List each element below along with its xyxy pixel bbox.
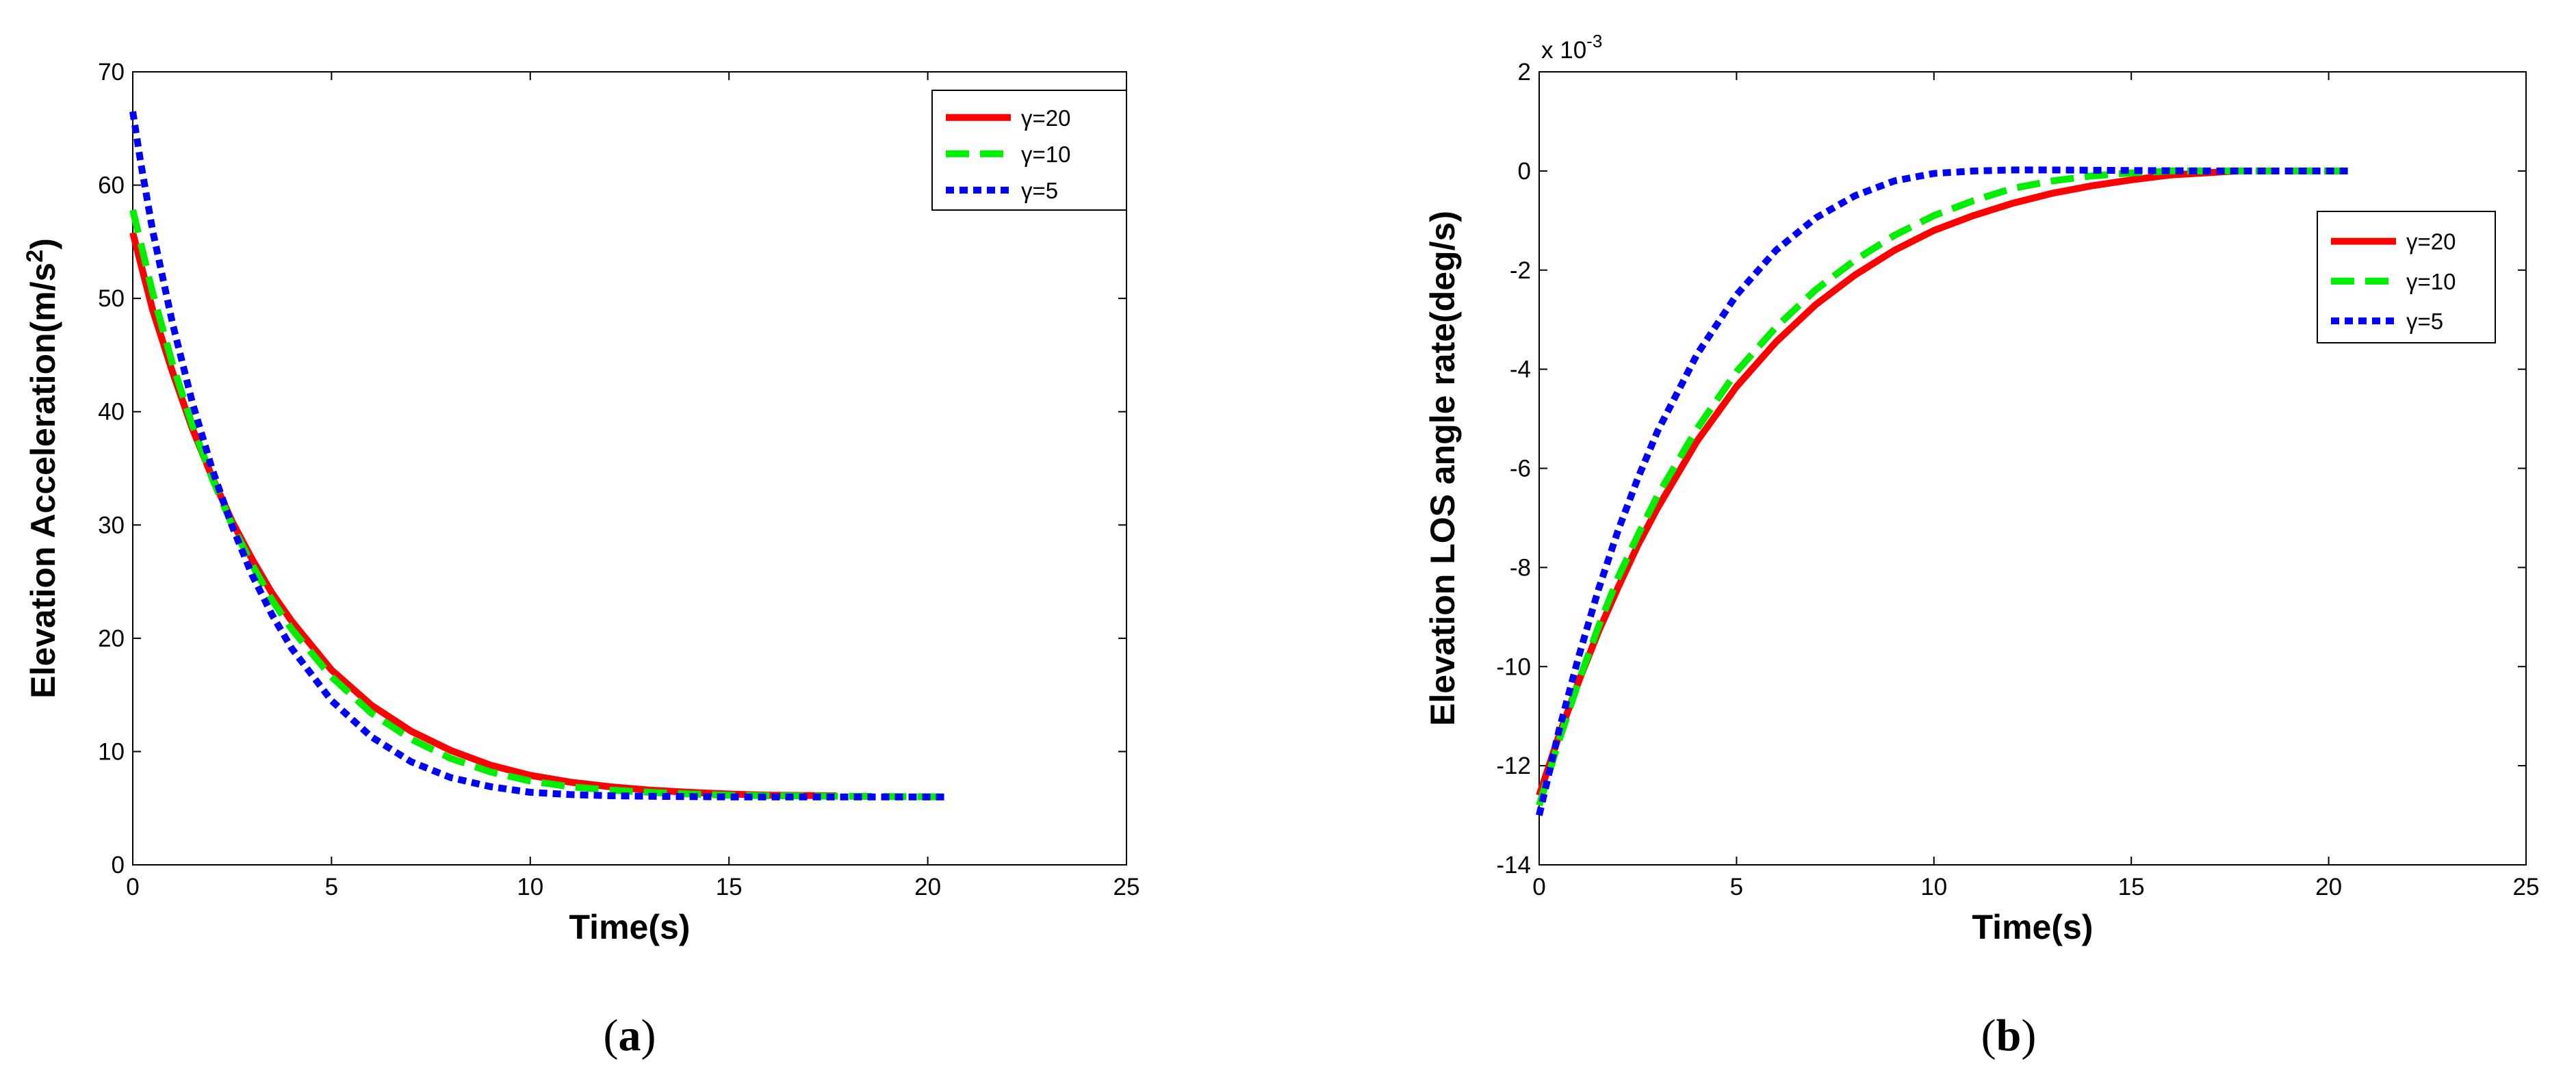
y-tick-label: -6 bbox=[1510, 456, 1531, 482]
caption-letter: b bbox=[1996, 1011, 2022, 1061]
y-axis-label-close: ) bbox=[24, 238, 62, 250]
y-tick-label: 40 bbox=[98, 399, 125, 426]
x-tick-label: 0 bbox=[126, 874, 139, 900]
y-axis-label-sup: 2 bbox=[22, 250, 48, 263]
caption-open-paren: ( bbox=[604, 1011, 619, 1061]
y-tick-label: -8 bbox=[1510, 554, 1531, 581]
y-tick-label: 50 bbox=[98, 285, 125, 312]
y-tick-label: 60 bbox=[98, 172, 125, 199]
legend-label: γ=5 bbox=[1021, 178, 1058, 203]
x-axis-label: Time(s) bbox=[1972, 908, 2094, 946]
caption-open-paren: ( bbox=[1981, 1011, 1996, 1061]
panel-caption: (a) bbox=[604, 1011, 656, 1061]
x-tick-label: 20 bbox=[914, 874, 941, 900]
y-axis-label: Elevation Acceleration(m/s2) bbox=[22, 238, 62, 699]
y-tick-label: 10 bbox=[98, 738, 125, 765]
legend-label: γ=10 bbox=[2406, 269, 2456, 294]
x-tick-label: 15 bbox=[2118, 874, 2145, 900]
legend-label: γ=20 bbox=[2406, 229, 2456, 255]
y-tick-label: -10 bbox=[1496, 653, 1531, 680]
panel-a-chart: 0 5 10 15 20 25 0 10 20 30 40 50 60 70 γ=20 γ=10 γ=5 Time… bbox=[22, 59, 1139, 1061]
axes-box bbox=[132, 71, 1127, 866]
legend-label: γ=5 bbox=[2406, 309, 2443, 334]
series-line bbox=[1536, 167, 2239, 797]
y-tick-label: 20 bbox=[98, 625, 125, 652]
x-tick-label: 5 bbox=[325, 874, 338, 900]
legend-label: γ=20 bbox=[1021, 105, 1070, 131]
x-axis-label: Time(s) bbox=[569, 908, 691, 946]
x-tick-label: 15 bbox=[716, 874, 743, 900]
y-tick-label: 0 bbox=[1518, 158, 1531, 185]
y-exponent-sup: -3 bbox=[1586, 31, 1602, 51]
y-tick-label: -14 bbox=[1496, 852, 1531, 879]
x-tick-label: 10 bbox=[517, 874, 543, 900]
y-tick-label: 70 bbox=[98, 59, 125, 86]
caption-close-paren: ) bbox=[2021, 1011, 2036, 1061]
y-tick-label: 30 bbox=[98, 512, 125, 538]
panel-caption: (b) bbox=[1981, 1011, 2037, 1061]
y-axis-label: Elevation LOS angle rate(deg/s) bbox=[1424, 211, 1462, 726]
caption-letter: a bbox=[619, 1011, 641, 1061]
y-tick-label: 2 bbox=[1518, 59, 1531, 86]
series-line bbox=[129, 209, 948, 801]
x-tick-label: 10 bbox=[1920, 874, 1947, 900]
legend-label: γ=10 bbox=[1021, 142, 1070, 167]
x-tick-label: 20 bbox=[2315, 874, 2342, 900]
y-tick-label: -12 bbox=[1496, 753, 1531, 779]
x-tick-label: 25 bbox=[1113, 874, 1140, 900]
series-line bbox=[1536, 166, 2349, 816]
x-tick-label: 25 bbox=[2513, 874, 2540, 900]
y-tick-label: -4 bbox=[1510, 356, 1531, 383]
y-tick-label: 0 bbox=[112, 852, 125, 879]
y-tick-label: -2 bbox=[1510, 257, 1531, 284]
x-tick-label: 0 bbox=[1532, 874, 1545, 900]
caption-close-paren: ) bbox=[641, 1011, 656, 1061]
x-tick-label: 5 bbox=[1730, 874, 1743, 900]
series-line bbox=[1536, 167, 2349, 807]
